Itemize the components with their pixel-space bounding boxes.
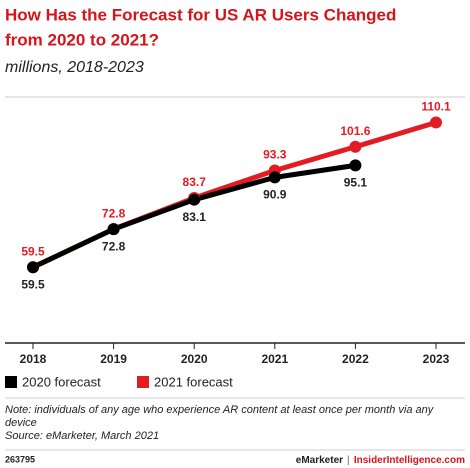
data-label: 72.8: [102, 206, 126, 220]
data-label: 95.1: [344, 176, 368, 190]
legend-swatch: [137, 376, 149, 388]
footer-site: InsiderIntelligence.com: [354, 455, 465, 466]
chart-subtitle: millions, 2018-2023: [5, 59, 144, 76]
data-label: 93.3: [263, 148, 287, 162]
x-tick-label: 2022: [342, 352, 369, 366]
point: [188, 193, 201, 206]
data-label: 83.1: [183, 210, 207, 224]
x-tick-label: 2019: [100, 352, 127, 366]
legend-swatch: [5, 376, 17, 388]
x-tick-label: 2020: [181, 352, 208, 366]
chart-title-line: How Has the Forecast for US AR Users Cha…: [5, 5, 396, 24]
data-label: 90.9: [263, 188, 287, 202]
data-label: 72.8: [102, 239, 126, 253]
point: [430, 116, 442, 129]
data-label: 59.5: [21, 277, 45, 291]
note: Note: individuals of any age who experie…: [5, 404, 434, 429]
series-line: [31, 120, 437, 270]
source: Source: eMarketer, March 2021: [5, 430, 160, 442]
footer-brand-name: eMarketer: [296, 455, 343, 466]
data-label: 83.7: [183, 175, 207, 189]
footer-separator: |: [347, 455, 350, 466]
point: [349, 159, 362, 172]
legend-label: 2021 forecast: [154, 374, 233, 389]
footer-id: 263795: [5, 454, 35, 464]
data-label: 101.6: [340, 124, 370, 138]
x-tick-label: 2021: [261, 352, 288, 366]
data-label: 110.1: [421, 100, 451, 114]
point: [27, 261, 39, 274]
point: [349, 140, 362, 153]
legend-label: 2020 forecast: [22, 374, 101, 389]
point: [107, 223, 120, 236]
chart-title-line: from 2020 to 2021?: [5, 30, 159, 49]
point: [268, 171, 281, 184]
notes: Note: individuals of any age who experie…: [5, 404, 460, 443]
data-label: 59.5: [21, 244, 45, 258]
x-tick-label: 2018: [20, 352, 47, 366]
footer-brand: eMarketer | InsiderIntelligence.com: [296, 455, 465, 466]
x-tick-label: 2023: [423, 352, 450, 366]
